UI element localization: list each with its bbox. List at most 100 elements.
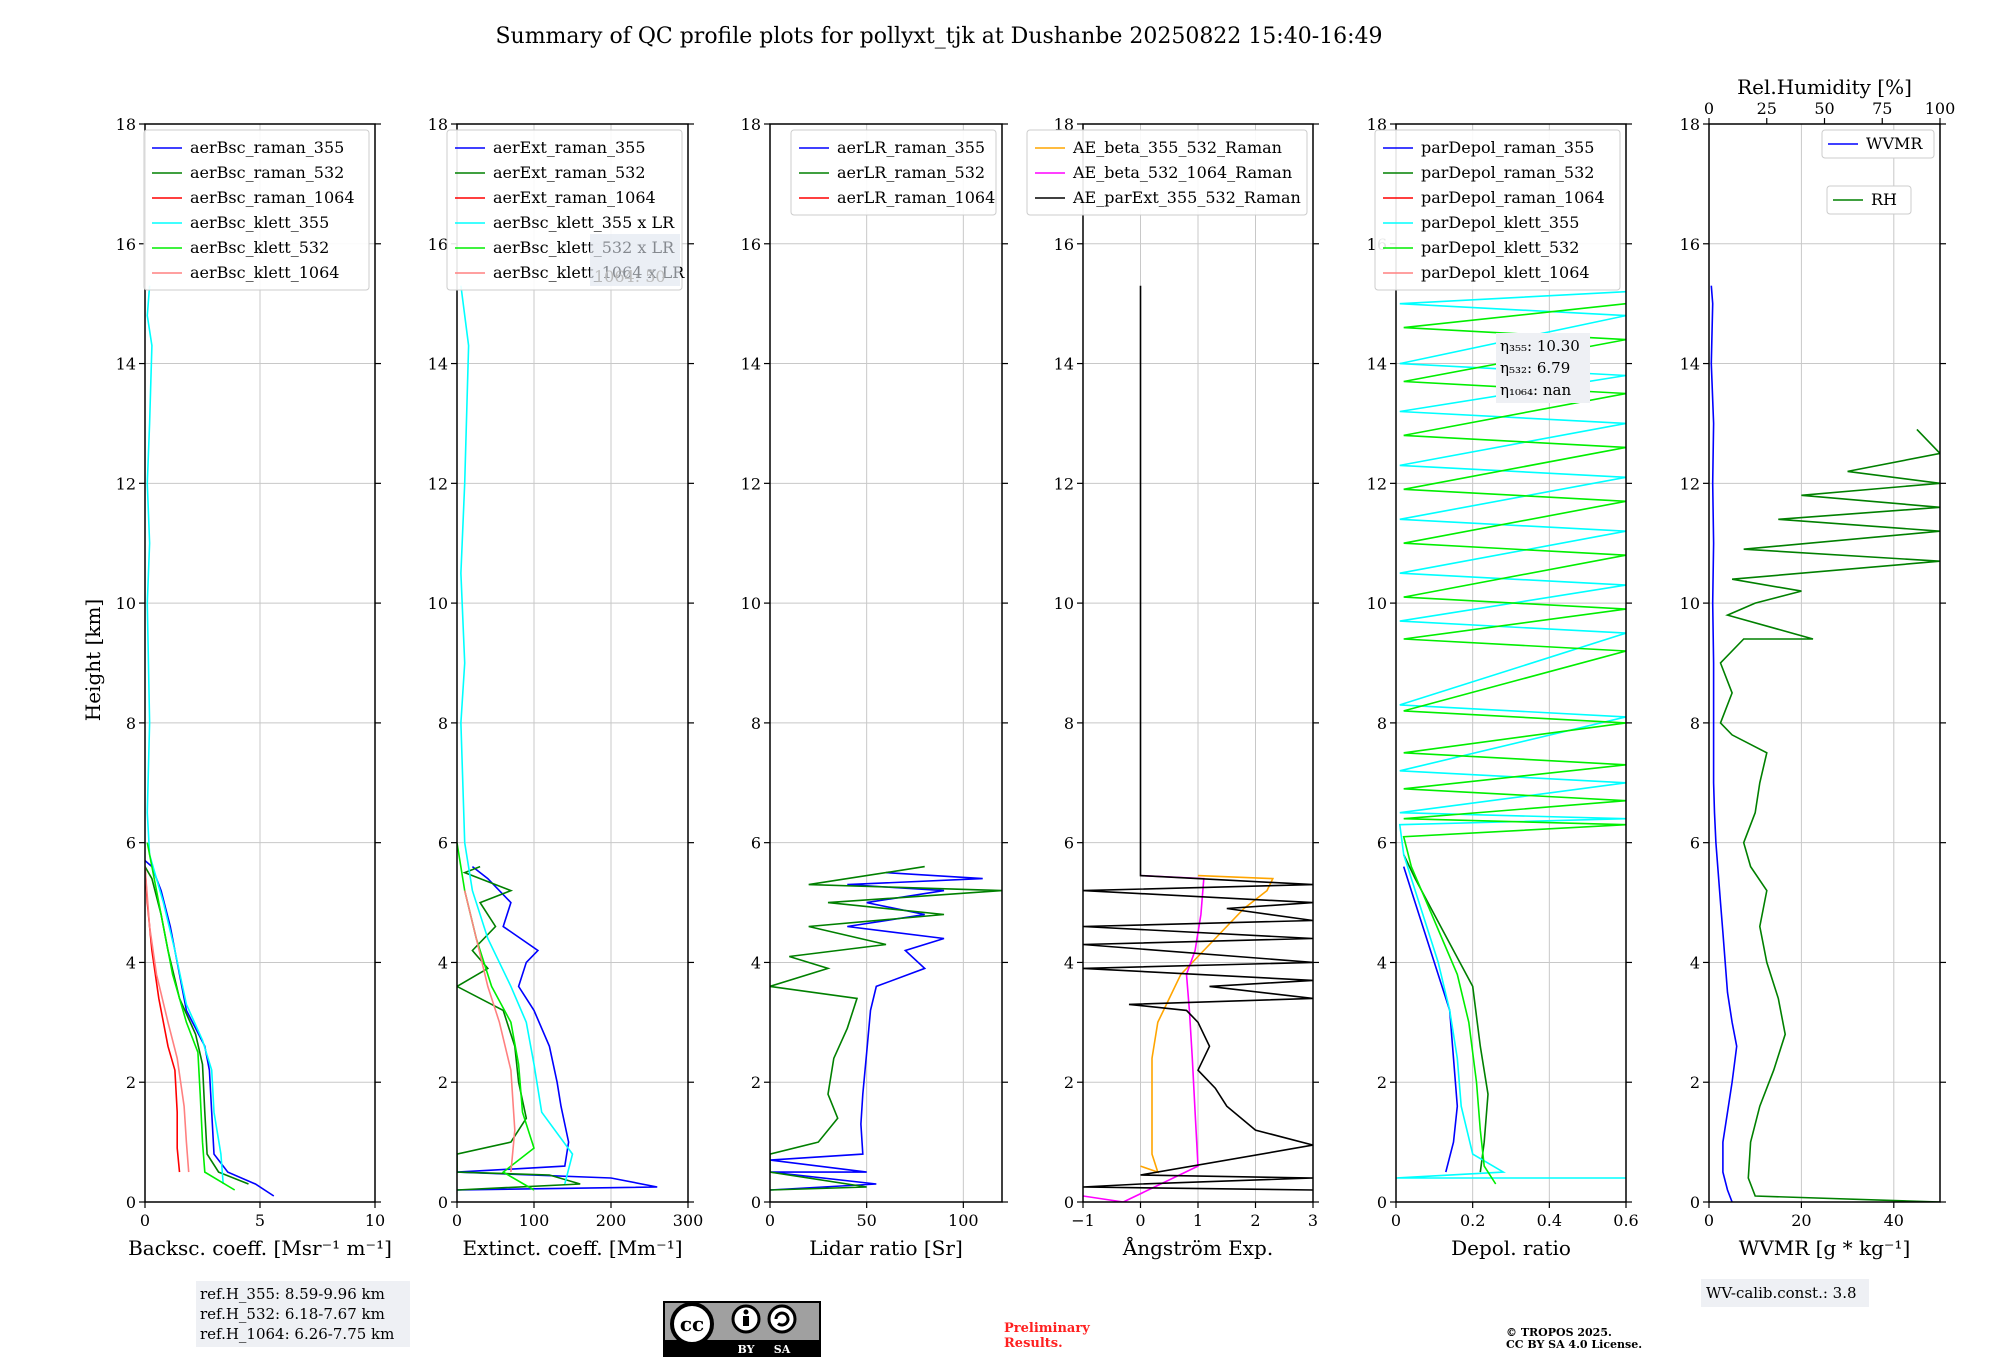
legend-label: aerExt_raman_355 bbox=[493, 138, 646, 157]
legend-box bbox=[790, 129, 997, 216]
series-line-aerBsc_klett_1064 x LR bbox=[463, 890, 516, 1173]
y-tick-label: 14 bbox=[741, 355, 761, 374]
legend-label: aerBsc_raman_1064 bbox=[190, 188, 355, 207]
x-tick-label: 100 bbox=[519, 1211, 550, 1230]
y-tick-label: 2 bbox=[751, 1073, 761, 1092]
series-group bbox=[145, 285, 275, 1197]
panel-1: 0 5 10 0 2 4 6 8 10 12 14 16 18 Backsc. coeff. [Msr⁻¹… bbox=[116, 115, 392, 1260]
top-x-tick-label: 50 bbox=[1814, 99, 1834, 118]
y-tick-label: 6 bbox=[1377, 834, 1387, 853]
y-tick-label: 4 bbox=[751, 953, 761, 972]
y-tick-label: 10 bbox=[116, 594, 136, 613]
y-tick-label: 4 bbox=[438, 953, 448, 972]
x-tick-label: 2 bbox=[1250, 1211, 1260, 1230]
panel-frame bbox=[1395, 123, 1627, 1203]
panel-frame bbox=[769, 123, 1003, 1203]
x-axis-label: Depol. ratio bbox=[1451, 1236, 1571, 1260]
cc-license-badge: cc BY SA bbox=[663, 1301, 821, 1357]
top-x-axis-label: Rel.Humidity [%] bbox=[1737, 75, 1912, 99]
series-group bbox=[1710, 285, 1940, 1202]
y-tick-label: 12 bbox=[741, 474, 761, 493]
x-axis-label: Ångström Exp. bbox=[1122, 1235, 1273, 1260]
y-tick-label: 10 bbox=[1054, 594, 1074, 613]
x-tick-label: −1 bbox=[1071, 1211, 1095, 1230]
series-group bbox=[457, 285, 658, 1191]
cc-logo-icon bbox=[670, 1302, 714, 1346]
y-tick-label: 14 bbox=[1367, 355, 1387, 374]
y-tick-label: 18 bbox=[1054, 115, 1074, 134]
y-tick-label: 8 bbox=[1064, 714, 1074, 733]
series-line-aerBsc_klett_532 x LR bbox=[457, 842, 535, 1191]
x-tick-label: 0 bbox=[1391, 1211, 1401, 1230]
series-group bbox=[1083, 285, 1313, 1202]
y-tick-label: 16 bbox=[1680, 235, 1700, 254]
top-x-tick-label: 100 bbox=[1925, 99, 1956, 118]
copyright-text-1: © TROPOS 2025. bbox=[1506, 1326, 1612, 1339]
y-tick-label: 8 bbox=[1690, 714, 1700, 733]
legend-label: AE_beta_355_532_Raman bbox=[1072, 138, 1282, 157]
y-tick-label: 10 bbox=[741, 594, 761, 613]
series-line-aerExt_raman_355 bbox=[457, 865, 658, 1191]
legend-box bbox=[143, 129, 370, 291]
series-line-aerLR_raman_532 bbox=[770, 865, 1002, 1191]
x-tick-label: 0 bbox=[140, 1211, 150, 1230]
y-tick-label: 2 bbox=[1690, 1073, 1700, 1092]
legend-label: aerLR_raman_355 bbox=[837, 138, 985, 157]
legend-label: aerBsc_klett_1064 bbox=[190, 263, 339, 282]
x-axis-label: Backsc. coeff. [Msr⁻¹ m⁻¹] bbox=[128, 1236, 392, 1260]
x-axis-label: Extinct. coeff. [Mm⁻¹] bbox=[462, 1236, 682, 1260]
figure-title: Summary of QC profile plots for pollyxt_… bbox=[495, 24, 1382, 49]
x-tick-label: 1 bbox=[1193, 1211, 1203, 1230]
y-tick-label: 6 bbox=[1064, 834, 1074, 853]
y-tick-label: 4 bbox=[1064, 953, 1074, 972]
legend-box bbox=[1026, 129, 1308, 216]
legend-label: parDepol_klett_355 bbox=[1421, 213, 1579, 232]
y-tick-label: 2 bbox=[126, 1073, 136, 1092]
y-tick-label: 10 bbox=[1367, 594, 1387, 613]
legend-label: parDepol_klett_532 bbox=[1421, 238, 1579, 257]
x-tick-label: 0.2 bbox=[1460, 1211, 1485, 1230]
y-tick-label: 10 bbox=[428, 594, 448, 613]
x-tick-label: 0 bbox=[452, 1211, 462, 1230]
y-tick-label: 4 bbox=[1690, 953, 1700, 972]
legend-label: aerBsc_raman_355 bbox=[190, 138, 344, 157]
y-tick-label: 8 bbox=[1377, 714, 1387, 733]
top-x-tick-label: 25 bbox=[1757, 99, 1777, 118]
legend-label: aerBsc_klett_355 x LR bbox=[493, 213, 675, 232]
ref-h-532-text: ref.H_532: 6.18-7.67 km bbox=[200, 1305, 385, 1323]
x-tick-label: 50 bbox=[856, 1211, 876, 1230]
series-line-aerLR_raman_355 bbox=[770, 871, 983, 1191]
ref-height-box: ref.H_355: 8.59-9.96 km ref.H_532: 6.18-… bbox=[196, 1281, 410, 1347]
y-tick-label: 14 bbox=[428, 355, 448, 374]
series-line-parDepol_klett_355 bbox=[1396, 290, 1626, 1179]
series-line-AE_parExt_355_532_Raman bbox=[1083, 285, 1313, 1191]
legend-label: aerBsc_raman_532 bbox=[190, 163, 344, 182]
y-tick-label: 6 bbox=[1690, 834, 1700, 853]
hidden-legend-box bbox=[590, 234, 680, 286]
x-tick-label: 0 bbox=[1704, 1211, 1714, 1230]
y-tick-label: 18 bbox=[1367, 115, 1387, 134]
legend-label: parDepol_raman_532 bbox=[1421, 163, 1594, 182]
hidden-legend-text: 1064: 50 bbox=[594, 267, 666, 286]
series-line-WVMR bbox=[1710, 285, 1738, 1202]
y-tick-label: 0 bbox=[126, 1193, 136, 1212]
y-tick-label: 0 bbox=[1064, 1193, 1074, 1212]
y-tick-label: 0 bbox=[1690, 1193, 1700, 1212]
y-tick-label: 18 bbox=[116, 115, 136, 134]
x-tick-label: 20 bbox=[1791, 1211, 1811, 1230]
y-tick-label: 16 bbox=[116, 235, 136, 254]
y-tick-label: 12 bbox=[1680, 474, 1700, 493]
series-line-aerBsc_klett_355 x LR bbox=[460, 285, 574, 1185]
series-group bbox=[770, 865, 1002, 1191]
legend-label: parDepol_raman_1064 bbox=[1421, 188, 1605, 207]
x-tick-label: 3 bbox=[1308, 1211, 1318, 1230]
y-tick-label: 16 bbox=[741, 235, 761, 254]
cc-logo-text: cc bbox=[680, 1312, 704, 1336]
y-tick-label: 10 bbox=[1680, 594, 1700, 613]
y-tick-label: 0 bbox=[751, 1193, 761, 1212]
series-line-aerBsc_klett_355 bbox=[146, 285, 224, 1185]
y-tick-label: 12 bbox=[428, 474, 448, 493]
eta-annotation-box: η₃₅₅: 10.30 η₅₃₂: 6.79 η₁₀₆₄: nan bbox=[1496, 333, 1590, 403]
